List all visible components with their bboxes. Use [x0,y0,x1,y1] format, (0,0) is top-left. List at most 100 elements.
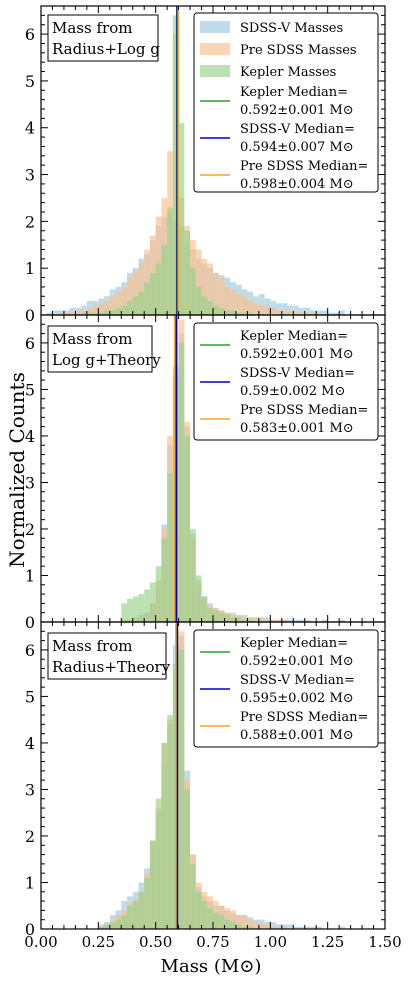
histogram-bar [144,282,150,315]
histogram-bar [235,915,242,929]
x-axis-label: Mass (M⊙) [161,956,262,977]
histogram-bar [115,919,122,929]
histogram-bar [321,310,328,315]
y-tick-label: 2 [25,520,35,539]
histogram-bar [230,289,236,315]
series-kepler_fill [81,15,254,315]
histogram-bar [299,619,305,622]
histogram-bar [281,303,288,315]
histogram-bar [224,310,231,315]
legend-entry: Pre SDSS Median= [240,710,368,725]
histogram-bar [213,305,219,315]
y-tick-label: 6 [25,25,35,44]
histogram-bar [213,272,219,315]
histogram-bar [235,312,242,315]
legend: Kepler Median= 0.592±0.001 M⊙ SDSS-V Media… [193,629,379,748]
histogram-bar [98,303,105,315]
legend-entry: SDSS-V Median= [240,122,355,137]
histogram-bar [155,566,162,622]
legend-entry: Pre SDSS Median= [240,403,368,418]
histogram-bar [127,300,133,315]
histogram-bar [241,296,248,315]
histogram-bar [109,310,116,315]
histogram-bar [155,263,162,315]
histogram-bar [172,15,179,315]
x-tick-label: 0.25 [82,933,115,951]
x-tick-label: 0.50 [139,933,172,951]
histogram-bar [184,230,191,315]
histogram-bar [178,123,185,315]
histogram-bar [132,296,139,315]
histogram-bar [327,312,334,315]
histogram-bar [281,619,288,622]
histogram-bar [264,305,271,315]
histogram-bar [178,649,185,929]
histogram-bar [121,305,127,315]
histogram-bar [195,249,202,315]
histogram-bar [247,926,254,929]
histogram-bar [230,910,236,929]
histogram-bar [276,303,282,315]
legend-entry: 0.588±0.001 M⊙ [240,728,354,743]
histogram-bar [304,926,311,929]
histogram-bar [92,312,99,315]
histogram-bar [161,742,168,929]
legend-entry: Kepler Masses [240,65,336,80]
histogram-bar [270,619,277,622]
histogram-bar [339,310,345,315]
histogram-bar [230,310,236,315]
legend-entry: Kepler Median= [240,85,348,100]
histogram-bar [167,207,173,315]
histogram-bar [270,307,277,315]
legend-entry: Pre SDSS Median= [240,159,368,174]
histogram-bar [161,244,168,315]
histogram-bar [127,598,133,622]
y-tick-label: 3 [25,473,35,492]
histogram-bar [115,307,122,315]
legend-entry: 0.59±0.002 M⊙ [240,384,345,399]
histogram-bar [104,924,110,929]
histogram-bar [287,619,294,622]
legend-entry: 0.592±0.001 M⊙ [240,654,354,669]
histogram-bar [281,926,288,929]
legend-entry: 0.594±0.007 M⊙ [240,140,354,155]
y-tick-label: 1 [25,873,35,892]
histogram-bar [207,300,213,315]
y-tick-label: 3 [25,780,35,799]
histogram-bar [86,307,93,315]
histogram-bar [207,263,213,315]
histogram-bar [144,589,150,622]
histogram-bar [155,798,162,929]
legend-entry: SDSS-V Masses [240,21,343,36]
histogram-bar [161,538,168,622]
histogram-bar [218,277,225,315]
panel-2: 0 1 2 3 4 5 6 Mass from Log g+Theory Kepler Media… [25,314,386,632]
x-tick-label: 0.00 [24,933,57,951]
histogram-bar [235,617,242,622]
histogram-bar [149,272,156,315]
histogram-bar [109,922,116,929]
histogram-bar [207,908,213,929]
histogram-bar [127,905,133,929]
y-tick-label: 2 [25,212,35,231]
histogram-bar [92,305,99,315]
histogram-bar [213,610,219,622]
histogram-bar [293,926,299,929]
histogram-bar [321,619,328,622]
histogram-bar [190,268,196,315]
histogram-bar [58,312,64,315]
histogram-bar [276,619,282,622]
histogram-bar [201,596,208,622]
histogram-bar [218,915,225,929]
histogram-bar [258,619,265,622]
histogram-bar [299,926,305,929]
panel-label: Radius+Theory [52,658,171,676]
histogram-bar [121,286,127,315]
histogram-bar [235,924,242,929]
histogram-bar [316,310,322,315]
panel-label: Radius+Log g [52,40,160,58]
histogram-bar [195,891,202,929]
histogram-bar [138,263,145,315]
y-tick-label: 4 [25,119,35,138]
x-tick-label: 1.50 [368,933,401,951]
